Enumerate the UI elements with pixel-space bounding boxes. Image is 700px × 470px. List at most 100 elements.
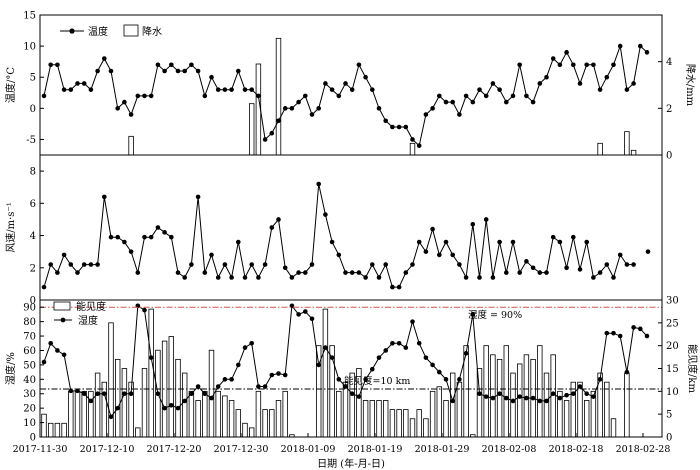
wind-speed-panel: 0 2 4 6 8 风速/m·s⁻¹ — [5, 154, 663, 307]
temperature-point — [497, 87, 502, 92]
y-axis-label-humidity: 湿度/% — [4, 352, 17, 385]
wind-speed-point — [571, 234, 576, 240]
humidity-reference-label: 湿度 = 90% — [468, 309, 522, 321]
temperature-point — [423, 112, 429, 117]
visibility-bar — [342, 381, 349, 438]
humidity-point — [242, 345, 248, 350]
visibility-bar — [228, 400, 235, 438]
wind-speed-point — [564, 265, 569, 271]
precipitation-bar — [275, 37, 282, 156]
temperature-point — [75, 81, 80, 86]
visibility-bar — [449, 372, 456, 438]
visibility-bar — [215, 390, 221, 438]
humidity-point — [604, 330, 610, 336]
wind-speed-point — [135, 270, 141, 275]
humidity-point — [48, 340, 53, 346]
temperature-point — [202, 93, 208, 99]
wind-speed-point — [128, 249, 134, 254]
humidity-point — [269, 372, 275, 378]
humidity-point — [370, 366, 375, 372]
y-tick-label: 50 — [23, 360, 36, 371]
y-tick-label: 20 — [23, 404, 36, 415]
wind-speed-point — [550, 234, 556, 240]
y-tick-label: 70 — [23, 332, 36, 343]
humidity-point — [638, 326, 643, 332]
visibility-bar — [222, 395, 228, 438]
wind-speed-point — [182, 275, 187, 280]
legend-label-precipitation: 降水 — [142, 25, 162, 38]
temperature-point — [584, 62, 589, 68]
temperature-point — [537, 81, 543, 86]
visibility-bar — [577, 381, 583, 438]
temperature-point — [597, 87, 603, 92]
humidity-point — [122, 391, 127, 397]
wind-speed-point — [463, 275, 469, 280]
wind-speed-point — [122, 239, 127, 245]
visibility-bar — [376, 400, 382, 438]
wind-speed-point — [108, 234, 114, 240]
wind-speed-point — [356, 270, 362, 275]
y2-axis-label-visibility: 能见度/km — [686, 344, 699, 393]
temperature-point — [256, 93, 261, 99]
visibility-bar — [88, 390, 94, 438]
legend-label-temperature: 温度 — [88, 25, 108, 38]
wind-speed-point — [41, 284, 47, 290]
humidity-point — [303, 309, 308, 314]
x-tick-label: 2018-01-29 — [415, 444, 470, 455]
humidity-visibility-panel: 湿度 = 90%能见度=10 km01020304050607080900510… — [4, 296, 699, 444]
temperature-point — [631, 81, 636, 86]
y-tick-label: 15 — [23, 11, 36, 22]
humidity-point — [450, 398, 456, 404]
temperature-point — [443, 99, 449, 105]
visibility-bar — [54, 422, 61, 438]
y-tick-label: 10 — [23, 418, 36, 429]
visibility-bar — [135, 427, 141, 438]
visibility-bar — [610, 418, 617, 438]
visibility-bar — [242, 422, 248, 438]
temperature-point — [416, 143, 422, 148]
temperature-point — [383, 118, 389, 124]
temperature-point — [490, 81, 496, 86]
y-tick-label: 0 — [30, 296, 36, 307]
visibility-bar — [624, 372, 630, 438]
humidity-point — [276, 371, 281, 376]
temperature-point — [128, 112, 134, 117]
wind-speed-point — [383, 262, 389, 267]
wind-speed-point — [423, 249, 429, 254]
temperature-point — [88, 87, 94, 92]
humidity-point — [437, 369, 442, 375]
y-tick-label: 60 — [23, 346, 36, 357]
visibility-bar — [161, 340, 168, 438]
humidity-point — [470, 312, 476, 317]
temperature-point — [316, 106, 322, 111]
humidity-point — [282, 372, 288, 378]
y2-tick-label: 2 — [666, 104, 672, 115]
x-axis-label: 日期 (年-月-日) — [317, 457, 385, 470]
temperature-point — [638, 43, 643, 49]
temperature-point — [276, 118, 281, 124]
wind-speed-point — [262, 262, 268, 267]
temperature-point — [450, 99, 456, 105]
humidity-point — [215, 384, 221, 389]
humidity-point — [142, 307, 147, 313]
visibility-bar — [369, 400, 375, 438]
humidity-point — [544, 398, 549, 404]
humidity-point — [81, 391, 87, 397]
humidity-point — [95, 391, 100, 397]
humidity-point — [584, 391, 589, 397]
wind-speed-point — [584, 239, 589, 245]
humidity-point — [550, 391, 556, 397]
visibility-bar — [108, 322, 114, 438]
wind-speed-point — [497, 239, 502, 245]
wind-speed-point — [611, 275, 616, 280]
wind-speed-point — [195, 194, 201, 200]
visibility-bar — [74, 390, 81, 438]
temperature-point — [591, 62, 596, 68]
humidity-point — [423, 355, 429, 360]
visibility-bar — [41, 413, 47, 438]
temperature-point — [390, 124, 395, 130]
x-tick-label: 2018-02-08 — [482, 444, 537, 455]
humidity-point — [349, 391, 355, 397]
temperature-point — [48, 62, 53, 68]
